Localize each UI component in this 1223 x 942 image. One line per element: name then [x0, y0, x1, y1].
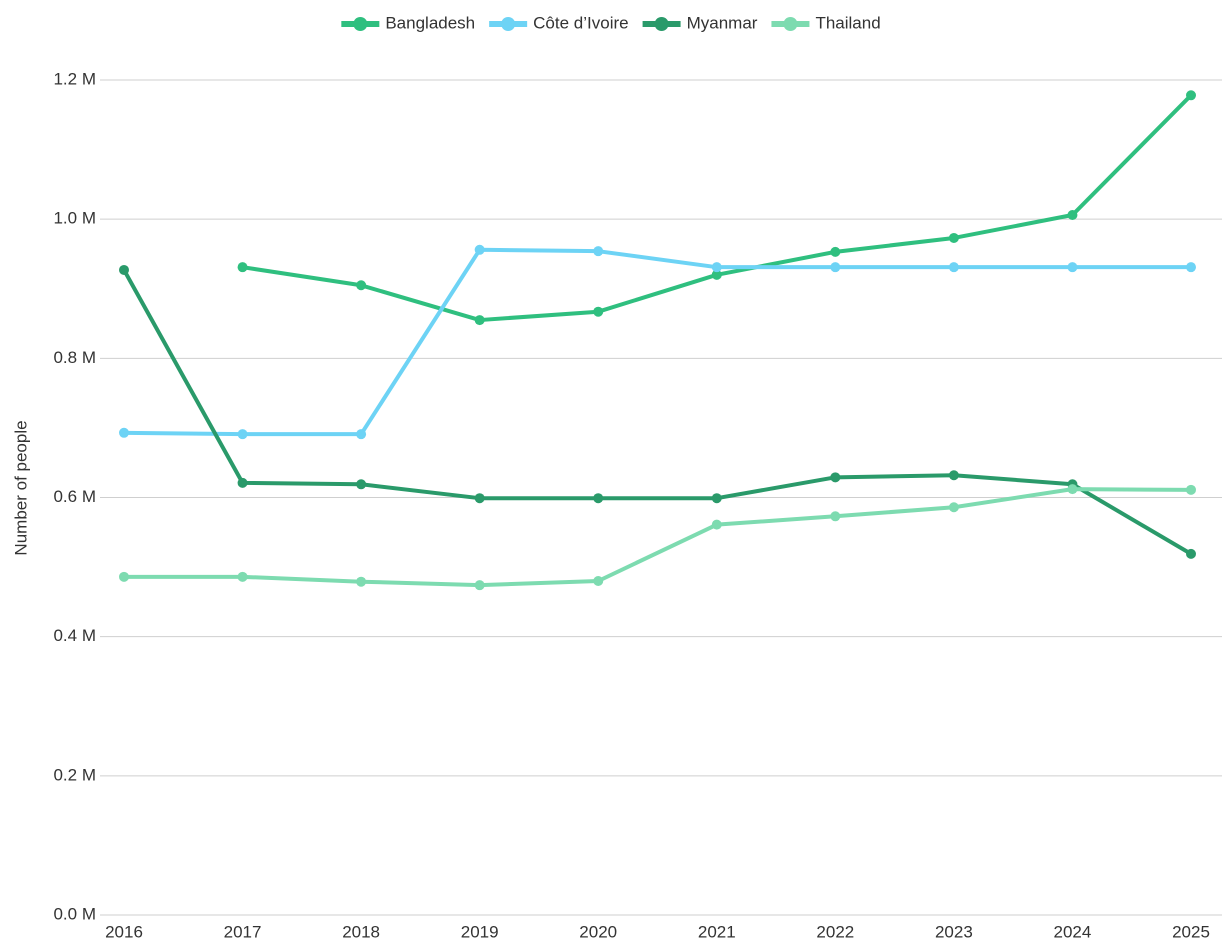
data-point [830, 246, 841, 257]
series-line [242, 93, 1193, 323]
y-tick-label: 1.2 M [53, 69, 96, 88]
data-point [474, 493, 485, 504]
data-point [1186, 262, 1196, 273]
legend-marker [353, 17, 368, 31]
x-tick-label: 2018 [342, 922, 380, 941]
legend-label: Myanmar [687, 13, 758, 32]
y-tick-label: 0.2 M [53, 765, 96, 784]
data-point [237, 262, 248, 273]
y-tick-label: 0.8 M [53, 348, 96, 367]
data-point [830, 511, 841, 522]
y-tick-label: 0.4 M [53, 626, 96, 645]
data-point [948, 502, 959, 513]
x-tick-label: 2016 [105, 922, 143, 941]
data-point [237, 477, 248, 488]
data-point [356, 280, 367, 291]
data-point [948, 262, 959, 273]
data-point [593, 576, 604, 586]
data-point [237, 429, 248, 440]
x-tick-label: 2017 [224, 922, 262, 941]
data-point [237, 571, 248, 582]
data-point [948, 232, 959, 243]
data-point [119, 427, 129, 438]
y-axis-label: Number of people [11, 420, 30, 555]
data-point [593, 493, 604, 504]
data-point [830, 472, 841, 483]
data-point [1186, 90, 1196, 101]
legend-item: Myanmar [642, 13, 758, 32]
data-point [474, 244, 485, 255]
data-point [711, 493, 722, 504]
data-point [948, 470, 959, 481]
legend-item: Côte d’Ivoire [489, 13, 629, 32]
y-tick-label: 0.6 M [53, 487, 96, 506]
data-point [1186, 484, 1196, 495]
x-tick-label: 2019 [461, 922, 499, 941]
y-tick-label: 0.0 M [53, 904, 96, 923]
x-tick-label: 2024 [1054, 922, 1092, 941]
legend-label: Thailand [815, 13, 880, 32]
series-line [124, 487, 1192, 588]
legend: Bangladesh Côte d’Ivoire Myanmar Thailand [341, 13, 881, 32]
x-tick-label: 2020 [579, 922, 617, 941]
data-point [474, 315, 485, 326]
data-point [711, 269, 722, 280]
data-point [119, 571, 129, 582]
x-tick-label: 2021 [698, 922, 736, 941]
x-tick-label: 2023 [935, 922, 973, 941]
legend-label: Bangladesh [385, 13, 475, 32]
y-tick-label: 1.0 M [53, 209, 96, 228]
data-point [474, 580, 485, 591]
data-point [593, 306, 604, 317]
data-point [711, 519, 722, 530]
data-point [1067, 262, 1078, 273]
data-point [356, 479, 367, 490]
series-line [122, 268, 1193, 556]
data-point [1067, 484, 1078, 495]
legend-item: Bangladesh [341, 13, 475, 32]
data-point [356, 429, 367, 440]
data-point [119, 264, 129, 275]
legend-marker [501, 17, 516, 31]
series-line [123, 247, 1191, 437]
legend-marker [783, 17, 798, 31]
x-tick-label: 2022 [816, 922, 854, 941]
legend-label: Côte d’Ivoire [533, 13, 628, 32]
data-point [830, 262, 841, 273]
legend-item: Thailand [771, 13, 881, 32]
data-point [356, 576, 367, 587]
x-tick-label: 2025 [1172, 922, 1210, 941]
legend-marker [654, 17, 669, 31]
data-point [593, 246, 604, 257]
data-point [1067, 209, 1078, 220]
data-point [1186, 548, 1196, 559]
data-point [711, 262, 722, 273]
